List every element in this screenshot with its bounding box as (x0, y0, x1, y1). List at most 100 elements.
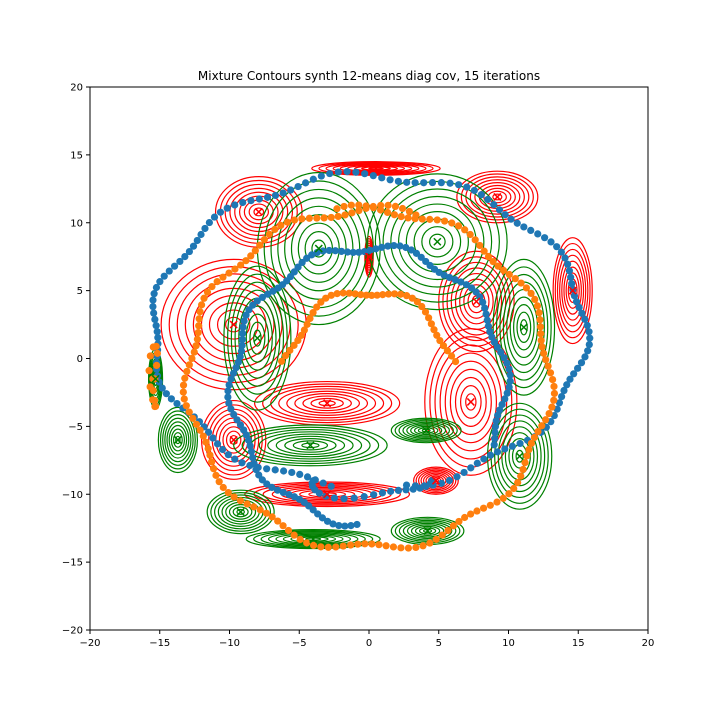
blue-data-point (236, 353, 244, 361)
blue-data-point (218, 445, 227, 454)
orange-data-point (412, 543, 420, 552)
blue-data-point (318, 514, 327, 522)
y-tick-label: −10 (62, 490, 83, 501)
red-contour-level (361, 166, 391, 171)
green-component-contours (223, 265, 292, 411)
blue-data-point (167, 395, 175, 403)
orange-data-point (544, 362, 552, 370)
blue-data-point (185, 247, 193, 256)
blue-data-point (534, 230, 542, 238)
orange-data-point (391, 202, 400, 211)
orange-data-point (461, 513, 469, 522)
blue-data-point (326, 169, 334, 178)
green-contour-level (172, 432, 183, 448)
green-contour-level (253, 329, 262, 347)
orange-data-point (550, 396, 558, 404)
orange-data-point (519, 465, 527, 474)
green-contour-level (429, 233, 446, 250)
blue-data-point (491, 428, 499, 437)
orange-data-point (243, 500, 251, 508)
blue-data-point (355, 248, 363, 256)
orange-data-point (531, 295, 539, 304)
blue-data-point (238, 335, 246, 344)
red-mean-marker (371, 164, 381, 173)
green-contour-level (290, 214, 347, 283)
blue-data-point (411, 179, 419, 187)
blue-data-point (581, 353, 589, 361)
blue-data-point (158, 384, 166, 392)
blue-data-point (369, 172, 377, 180)
blue-data-point (181, 253, 189, 261)
orange-data-point (530, 433, 539, 442)
blue-data-point (271, 191, 280, 200)
orange-data-point (213, 278, 221, 286)
orange-data-point (277, 221, 285, 229)
green-mean-marker (515, 452, 524, 461)
orange-data-point (384, 290, 393, 298)
blue-data-point (149, 296, 157, 304)
blue-data-point (491, 434, 499, 443)
orange-data-point (146, 352, 154, 360)
orange-data-point (340, 202, 348, 211)
blue-data-point (343, 168, 351, 176)
blue-data-point (268, 483, 276, 492)
orange-data-point (467, 510, 475, 518)
scatter-layer (145, 168, 594, 552)
red-mean-marker (568, 286, 577, 295)
blue-data-point (325, 246, 333, 255)
orange-data-point (538, 422, 546, 430)
orange-data-point (527, 289, 535, 298)
orange-data-point (546, 369, 555, 377)
orange-data-point (268, 513, 276, 521)
orange-data-point (545, 409, 553, 418)
green-contour-level (418, 527, 437, 535)
blue-data-point (247, 447, 256, 456)
orange-data-point (215, 478, 223, 486)
orange-data-point (397, 212, 405, 221)
blue-data-point (308, 251, 316, 259)
y-tick-label: 0 (77, 354, 83, 365)
green-contour-level (417, 427, 435, 434)
orange-data-point (355, 206, 363, 215)
orange-data-point (355, 201, 363, 209)
orange-data-point (448, 219, 456, 227)
orange-data-point (286, 346, 294, 354)
orange-data-point (536, 316, 544, 324)
green-component-contours (367, 173, 508, 311)
orange-data-point (290, 216, 299, 224)
orange-data-point (313, 303, 321, 311)
red-contour-level (413, 466, 459, 495)
blue-data-point (412, 249, 421, 257)
orange-data-point (505, 490, 513, 498)
blue-data-point (503, 359, 511, 367)
blue-data-point (150, 309, 158, 317)
blue-data-point (468, 284, 476, 292)
blue-data-point (505, 383, 513, 391)
blue-data-point (394, 177, 402, 185)
blue-data-point (287, 186, 295, 194)
green-contour-level (413, 425, 439, 436)
green-contour-level (232, 506, 249, 518)
blue-data-point (224, 387, 232, 395)
blue-data-point (279, 488, 287, 497)
red-contour-level (286, 390, 369, 416)
y-tick-label: −15 (62, 558, 83, 569)
blue-data-point (149, 302, 157, 311)
orange-data-point (309, 541, 318, 549)
orange-data-point (375, 541, 383, 549)
orange-data-point (390, 290, 399, 298)
blue-data-point (263, 465, 271, 473)
orange-data-point (333, 205, 341, 213)
blue-data-point (586, 334, 594, 342)
orange-data-point (313, 214, 321, 222)
red-component-contours (311, 161, 441, 176)
orange-data-point (181, 374, 189, 382)
red-contour-level (561, 260, 585, 321)
green-mean-marker (306, 441, 315, 450)
orange-data-point (405, 207, 413, 216)
blue-data-point (409, 485, 417, 493)
blue-data-point (204, 428, 213, 436)
orange-data-point (219, 483, 227, 492)
blue-data-point (331, 247, 339, 255)
orange-data-point (511, 275, 519, 283)
